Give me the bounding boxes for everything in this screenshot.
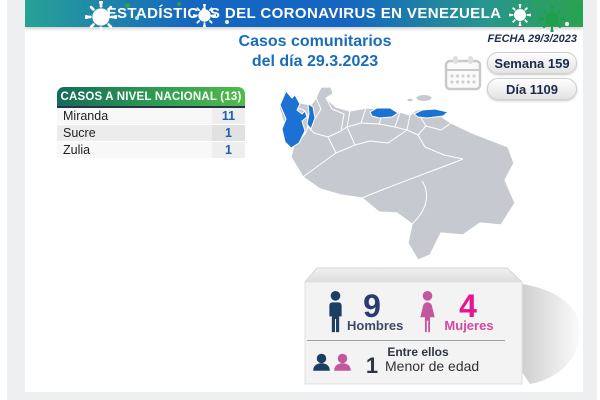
venezuela-map (278, 86, 516, 261)
virus-icon (509, 4, 531, 26)
virus-icon (568, 0, 583, 26)
men-count: 9 (363, 288, 381, 324)
man-bust-icon (313, 353, 330, 371)
state-name: Miranda (57, 108, 212, 124)
panel-curl-shadow (522, 284, 581, 384)
national-cases-table: CASOS A NIVEL NACIONAL (13) Miranda 11 S… (57, 87, 245, 159)
dot (225, 20, 229, 24)
green-dot (177, 2, 181, 6)
state-cases: 1 (212, 125, 245, 141)
header-banner: ESTADÍSTICAS DEL CORONAVIRUS EN VENEZUEL… (25, 0, 583, 27)
page-title-line1: Casos comunitarios (238, 33, 392, 50)
date-label: FECHA 29/3/2023 (487, 33, 577, 45)
minor-count: 1 (365, 353, 379, 378)
virus-icon (85, 1, 117, 33)
panel-divider (307, 340, 505, 341)
table-header: CASOS A NIVEL NACIONAL (13) (57, 87, 245, 108)
table-row: Zulia 1 (57, 142, 245, 159)
state-cases: 1 (212, 142, 245, 158)
state-miranda-highlight (369, 107, 399, 119)
day-badge: Día 1109 (487, 78, 577, 100)
green-dot (533, 2, 537, 6)
woman-bust-icon (334, 353, 351, 371)
state-sucre-highlight (413, 108, 450, 119)
state-name: Sucre (57, 125, 212, 141)
week-badge: Semana 159 (487, 52, 577, 74)
women-label: Mujeres (444, 318, 494, 333)
state-zulia-highlight (279, 90, 308, 149)
table-row: Sucre 1 (57, 125, 245, 142)
small-island (406, 97, 414, 102)
state-name: Zulia (57, 142, 212, 158)
man-icon (329, 291, 342, 333)
margarita-island (415, 94, 433, 102)
page-title-line2: del día 29.3.2023 (251, 53, 379, 70)
state-cases: 11 (212, 108, 245, 124)
dot (565, 22, 569, 26)
panel-lid (303, 267, 524, 283)
green-dot (125, 3, 130, 8)
virus-icon (193, 4, 216, 27)
minor-label: Menor de edad (385, 358, 480, 374)
men-label: Hombres (347, 318, 404, 333)
women-count: 4 (459, 288, 477, 324)
woman-icon (420, 291, 435, 333)
calendar-icon (444, 56, 482, 91)
table-row: Miranda 11 (57, 108, 245, 125)
header-title: ESTADÍSTICAS DEL CORONAVIRUS EN VENEZUEL… (106, 5, 502, 22)
dot (135, 16, 139, 20)
virus-icon (539, 6, 565, 32)
content-card: ESTADÍSTICAS DEL CORONAVIRUS EN VENEZUEL… (25, 0, 583, 392)
page-title: Casos comunitarios del día 29.3.2023 (175, 32, 455, 72)
map-landmass (278, 86, 516, 261)
among-them-label: Entre ellos (387, 345, 449, 359)
state-zulia-east-highlight (306, 103, 316, 131)
